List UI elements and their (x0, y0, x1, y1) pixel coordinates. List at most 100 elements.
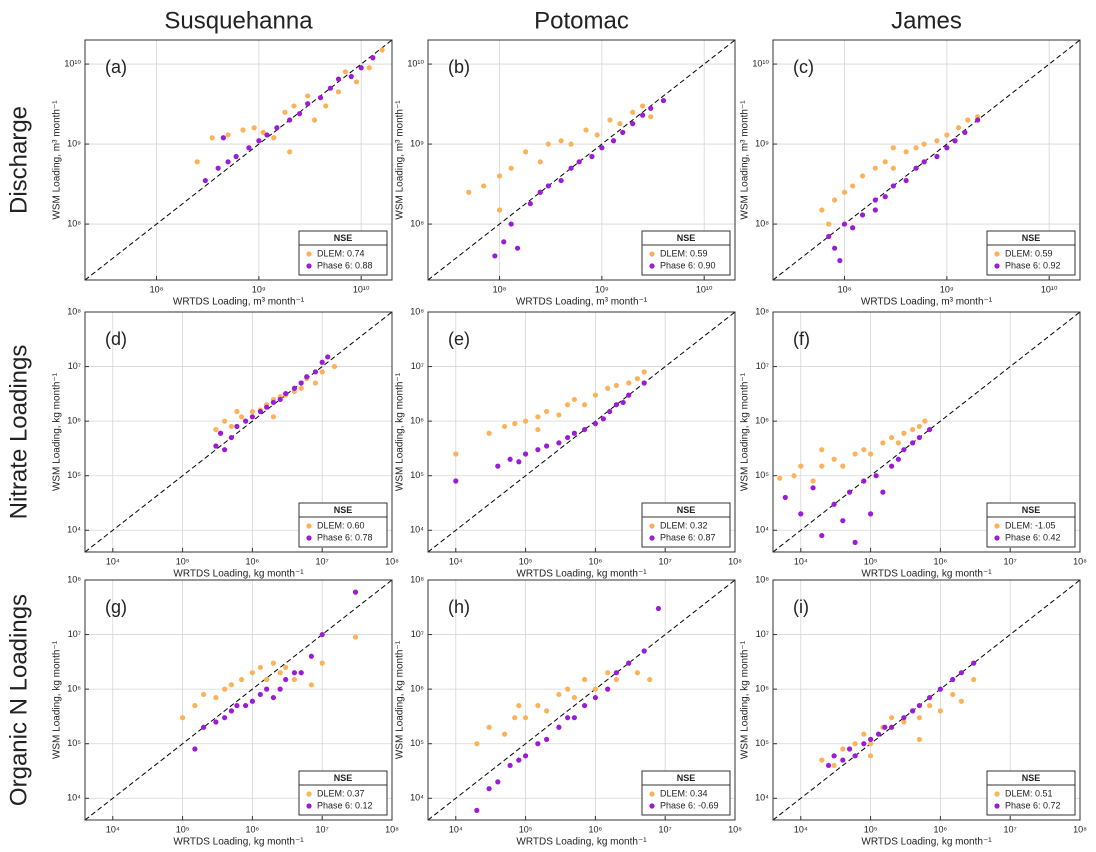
scatter-point (202, 177, 208, 184)
scatter-point (605, 670, 611, 676)
scatter-point (798, 463, 804, 469)
scatter-point (648, 114, 654, 120)
scatter-point (234, 702, 240, 709)
legend-box (298, 770, 388, 816)
x-tick-label: 10⁶ (246, 556, 260, 566)
y-tick-label: 10⁷ (68, 629, 81, 639)
scatter-point (565, 402, 571, 408)
y-tick-label: 10¹⁰ (407, 58, 424, 68)
scatter-point (641, 369, 647, 375)
scatter-point (287, 117, 293, 123)
y-tick-label: 10⁴ (67, 793, 81, 803)
scatter-point (243, 702, 249, 709)
scatter-point (215, 165, 221, 171)
scatter-point (916, 702, 922, 709)
scatter-point (840, 463, 846, 469)
scatter-point (501, 423, 508, 430)
panel: 10⁴ 10⁵ 10⁶ 10⁷ 10⁸ 10⁴ 10⁵ 10⁶ 10⁷ 10⁸ (i) WRTDS L… (740, 574, 1087, 847)
scatter-point (565, 686, 571, 692)
legend-marker (994, 803, 1000, 809)
panel-label: (i) (793, 597, 809, 617)
y-tick-label: 10¹⁰ (64, 58, 81, 68)
y-tick-label: 10⁶ (755, 416, 769, 426)
y-tick-label: 10⁷ (756, 361, 769, 371)
scatter-point (944, 132, 950, 138)
scatter-point (291, 103, 297, 109)
legend-box (298, 230, 388, 276)
scatter-point (287, 149, 293, 155)
scatter-point (607, 117, 613, 123)
scatter-point (971, 676, 977, 683)
scatter-point (626, 380, 632, 386)
scatter-point (852, 539, 858, 545)
scatter-point (213, 443, 219, 449)
legend-label: DLEM: 0.59 (1005, 248, 1053, 258)
y-tick-label: 10⁷ (411, 361, 424, 371)
scatter-point (581, 402, 588, 408)
scatter-point (910, 440, 916, 446)
scatter-point (913, 165, 919, 171)
scatter-point (890, 165, 896, 171)
scatter-point (916, 434, 922, 441)
x-tick-label: 10⁹ (940, 284, 954, 294)
scatter-point (298, 385, 304, 391)
row-title: Discharge (5, 106, 32, 214)
scatter-point (846, 489, 853, 495)
scatter-point (592, 421, 598, 427)
x-tick-label: 10⁹ (595, 284, 609, 294)
scatter-point (270, 660, 277, 666)
scatter-point (882, 159, 888, 165)
x-tick-label: 10⁶ (589, 556, 603, 566)
scatter-point (507, 762, 513, 769)
scatter-point (353, 79, 360, 85)
y-tick-label: 10⁴ (410, 793, 424, 803)
legend: NSE DLEM: 0.59 Phase 6: 0.92 (986, 230, 1076, 276)
scatter-point (217, 430, 224, 436)
scatter-point (342, 69, 348, 75)
scatter-point (777, 475, 783, 481)
legend-marker (994, 263, 1000, 269)
y-tick-label: 10⁵ (410, 470, 424, 480)
plot-frame (427, 579, 736, 821)
scatter-point (888, 715, 895, 721)
legend-marker (306, 791, 312, 797)
scatter-point (220, 135, 226, 141)
scatter-point (867, 736, 874, 742)
scatter-point (305, 93, 311, 99)
y-tick-label: 10⁸ (755, 306, 769, 316)
scatter-point (888, 724, 895, 730)
scatter-point (271, 135, 277, 141)
x-tick-label: 10⁷ (1004, 824, 1017, 834)
scatter-point (810, 485, 816, 491)
scatter-point (660, 97, 667, 104)
scatter-point (291, 676, 298, 683)
scatter-point (950, 691, 956, 698)
scatter-point (825, 762, 832, 769)
scatter-point (512, 421, 518, 427)
scatter-point (213, 719, 219, 725)
scatter-point (257, 664, 263, 671)
scatter-point (535, 426, 541, 433)
scatter-point (910, 708, 916, 714)
scatter-point (600, 416, 606, 422)
legend-marker (306, 251, 312, 257)
scatter-point (522, 418, 529, 424)
scatter-point (501, 731, 508, 737)
scatter-point (486, 430, 492, 436)
scatter-point (522, 715, 529, 721)
legend-box (986, 230, 1076, 276)
scatter-point (327, 85, 333, 91)
scatter-point (305, 101, 311, 107)
y-axis-label: WSM Loading, kg month⁻¹ (395, 640, 406, 759)
scatter-point (937, 686, 943, 692)
panel-label: (c) (793, 57, 814, 77)
legend-marker (649, 535, 655, 541)
scatter-point (366, 65, 372, 71)
scatter-point (312, 380, 319, 386)
scatter-point (238, 414, 245, 420)
scatter-point (222, 686, 228, 692)
scatter-point (867, 511, 874, 517)
scatter-point (298, 670, 304, 676)
panel: 10⁴ 10⁵ 10⁶ 10⁷ 10⁸ 10⁴ 10⁵ 10⁶ 10⁷ 10⁸ (h) WRTDS L… (395, 574, 742, 847)
scatter-point (325, 354, 331, 360)
